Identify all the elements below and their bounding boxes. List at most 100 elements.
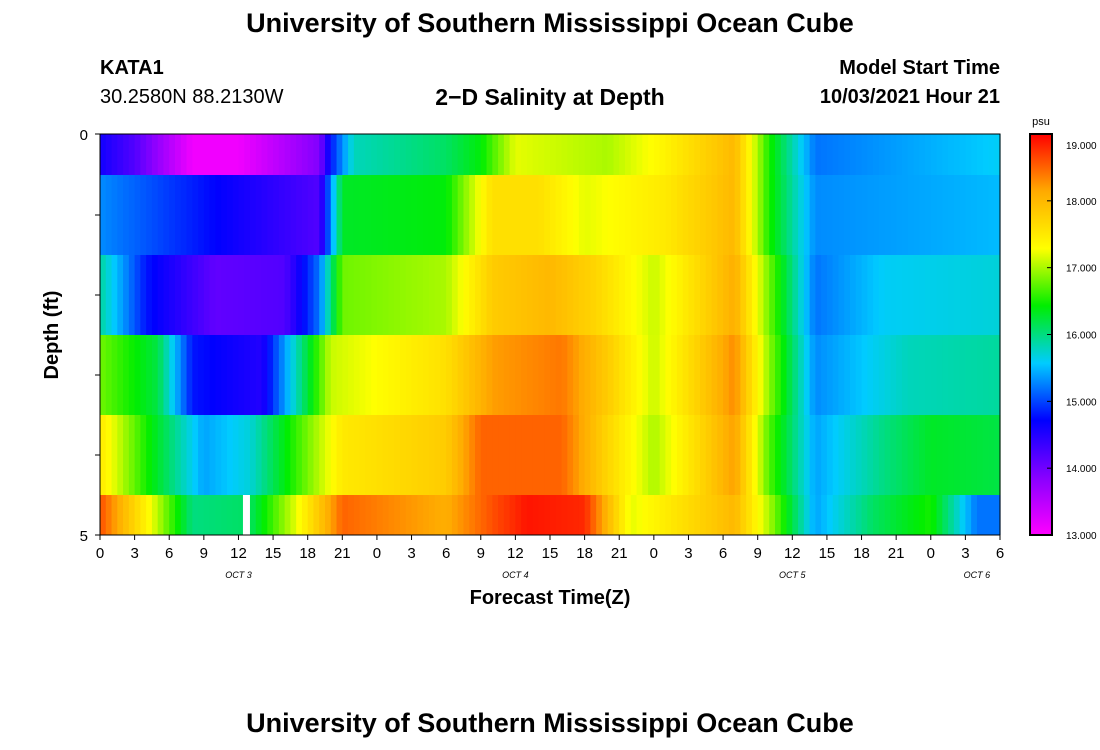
heatmap-cell [757, 255, 765, 335]
heatmap-cell [198, 255, 205, 335]
heatmap-cell [307, 134, 315, 175]
heatmap-cell [809, 175, 816, 255]
heatmap-cell [832, 415, 840, 495]
x-tick-label: 9 [200, 545, 208, 562]
heatmap-cell [769, 495, 776, 535]
heatmap-cell [913, 495, 920, 535]
heatmap-cell [746, 175, 753, 255]
heatmap-cell [307, 415, 315, 495]
heatmap-cell [111, 415, 118, 495]
heatmap-cell [267, 175, 274, 255]
heatmap-cell [128, 175, 136, 255]
station-coordinates: 30.2580N 88.2130W [100, 86, 284, 108]
heatmap-cell [953, 495, 961, 535]
heatmap-cell [625, 134, 632, 175]
heatmap-cell [948, 175, 955, 255]
heatmap-cell [965, 134, 972, 175]
heatmap-cell [630, 175, 638, 255]
heatmap-cell [896, 134, 903, 175]
heatmap-cell [469, 134, 476, 175]
heatmap-cell [290, 134, 297, 175]
x-tick-label: 21 [611, 545, 628, 562]
heatmap-cell [728, 495, 736, 535]
heatmap-cell [538, 335, 545, 415]
heatmap-cell [371, 335, 378, 415]
heatmap-cell [336, 335, 343, 415]
heatmap-cell [169, 415, 176, 495]
heatmap-cell [353, 255, 361, 335]
heatmap-cell [480, 415, 488, 495]
heatmap-cell [740, 495, 747, 535]
heatmap-cell [175, 335, 182, 415]
x-tick-label: 12 [507, 545, 524, 562]
heatmap-cell [982, 255, 990, 335]
heatmap-cell [428, 255, 436, 335]
heatmap-cell [982, 335, 990, 415]
heatmap-cell [867, 175, 874, 255]
heatmap-cell [844, 335, 851, 415]
heatmap-cell [209, 415, 216, 495]
heatmap-cell [475, 255, 482, 335]
heatmap-cell [861, 134, 868, 175]
heatmap-cell [884, 175, 891, 255]
heatmap-cell [203, 335, 211, 415]
heatmap-cell [192, 255, 199, 335]
heatmap-cell [342, 175, 349, 255]
x-tick-label: 6 [165, 545, 173, 562]
heatmap-cell [123, 335, 130, 415]
heatmap-cell [117, 255, 124, 335]
heatmap-cell [700, 415, 707, 495]
heatmap-cell [659, 175, 666, 255]
heatmap-cell [157, 134, 165, 175]
heatmap-cell [192, 415, 199, 495]
heatmap-cell [169, 255, 176, 335]
heatmap-cell [630, 495, 638, 535]
heatmap-cell [278, 415, 286, 495]
heatmap-cell [700, 175, 707, 255]
heatmap-cell [775, 134, 782, 175]
heatmap-cell [821, 255, 828, 335]
heatmap-cell [826, 175, 834, 255]
heatmap-cell [746, 255, 753, 335]
heatmap-cell [521, 335, 528, 415]
heatmap-cell [348, 415, 355, 495]
heatmap-cell [636, 134, 643, 175]
heatmap-cell [953, 415, 961, 495]
heatmap-cell [850, 415, 857, 495]
heatmap-cell [232, 175, 240, 255]
heatmap-cell [855, 255, 863, 335]
heatmap-cell [665, 415, 672, 495]
heatmap-cell [521, 415, 528, 495]
heatmap-cell [255, 175, 263, 255]
heatmap-cell [440, 335, 447, 415]
heatmap-cell [330, 175, 338, 255]
heatmap-cell [284, 415, 291, 495]
heatmap-cell [544, 495, 551, 535]
heatmap-cell [336, 255, 343, 335]
heatmap-cell [948, 495, 955, 535]
heatmap-cell [746, 134, 753, 175]
heatmap-cell [896, 255, 903, 335]
heatmap-cell [607, 134, 615, 175]
heatmap-cell [705, 415, 713, 495]
heatmap-cell [451, 255, 459, 335]
heatmap-cell [348, 255, 355, 335]
heatmap-cell [284, 335, 291, 415]
heatmap-cell [555, 255, 563, 335]
heatmap-cell [901, 495, 909, 535]
heatmap-cell [930, 335, 938, 415]
x-tick-label: 6 [996, 545, 1004, 562]
heatmap-cell [319, 495, 326, 535]
heatmap-cell [555, 175, 563, 255]
heatmap-cell [255, 255, 263, 335]
heatmap-cell [371, 255, 378, 335]
heatmap-cell [803, 495, 811, 535]
heatmap-cell [809, 134, 816, 175]
heatmap-cell [861, 415, 868, 495]
heatmap-cell [711, 175, 718, 255]
heatmap-cell [146, 415, 153, 495]
heatmap-cell [486, 175, 493, 255]
model-start-value: 10/03/2021 Hour 21 [819, 86, 1000, 108]
heatmap-cell [203, 255, 211, 335]
heatmap-cell [878, 415, 886, 495]
